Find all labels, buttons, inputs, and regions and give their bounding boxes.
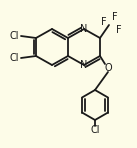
Text: Cl: Cl bbox=[9, 31, 19, 41]
Text: O: O bbox=[104, 63, 112, 73]
Text: N: N bbox=[80, 24, 88, 34]
Text: F: F bbox=[101, 17, 107, 27]
Text: Cl: Cl bbox=[9, 53, 19, 63]
Text: Cl: Cl bbox=[90, 125, 100, 135]
Text: F: F bbox=[116, 25, 122, 35]
Text: N: N bbox=[80, 60, 88, 70]
Text: F: F bbox=[112, 12, 118, 22]
